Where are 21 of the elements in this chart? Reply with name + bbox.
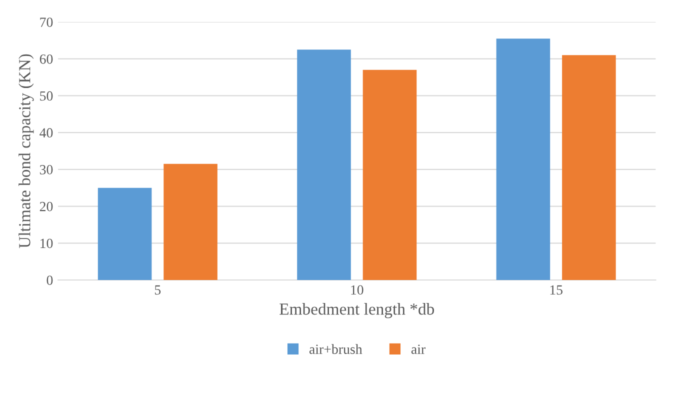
y-tick-label: 70	[40, 18, 53, 27]
bar	[496, 38, 550, 280]
y-tick-label: 10	[40, 238, 53, 248]
y-tick-label: 20	[40, 202, 53, 212]
legend-label: air	[411, 344, 426, 354]
bar	[164, 164, 218, 280]
x-tick-label: 15	[550, 285, 562, 295]
y-tick-label: 30	[40, 165, 53, 174]
x-axis-title: Embedment length *db	[280, 303, 434, 318]
bar	[98, 188, 152, 280]
y-tick-label: 0	[46, 276, 53, 285]
x-tick-label: 5	[154, 285, 161, 295]
bar	[297, 50, 351, 280]
y-axis-title: Ultimate bond capacity (KN)	[18, 54, 34, 248]
y-tick-label: 50	[40, 91, 53, 101]
bar	[362, 70, 417, 280]
legend-label: air+brush	[309, 344, 362, 354]
x-tick-label: 10	[351, 285, 364, 295]
y-tick-label: 40	[40, 128, 53, 138]
y-tick-label: 60	[40, 54, 53, 64]
bar	[562, 55, 616, 280]
